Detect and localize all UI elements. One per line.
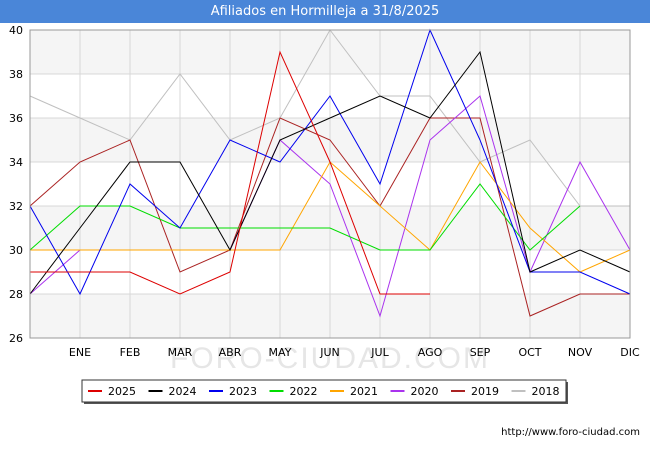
- series-lines: [29, 28, 631, 318]
- y-tick-label: 28: [9, 288, 23, 301]
- legend-label: 2018: [532, 385, 560, 398]
- x-tick-label: ABR: [219, 346, 242, 359]
- source-url: http://www.foro-ciudad.com: [501, 427, 640, 438]
- x-tick-label: JUL: [370, 346, 389, 359]
- y-tick-label: 26: [9, 332, 23, 345]
- y-tick-label: 40: [9, 24, 23, 37]
- x-tick-label: OCT: [518, 346, 541, 359]
- series-line-2024: [29, 50, 631, 295]
- y-tick-label: 32: [9, 200, 23, 213]
- legend-label: 2020: [411, 385, 439, 398]
- x-tick-label: NOV: [568, 346, 593, 359]
- y-tick-label: 30: [9, 244, 23, 257]
- legend-label: 2022: [290, 385, 318, 398]
- x-tick-label: JUN: [319, 346, 340, 359]
- axes: 26 28 30 32 34 36 38 40 ENE FEB MAR ABR MAY JUN JUL AGO…: [9, 24, 640, 359]
- legend-label: 2025: [108, 385, 136, 398]
- series-line-2019: [29, 117, 630, 317]
- series-line-2025: [30, 50, 430, 295]
- plot-border: [29, 29, 631, 339]
- legend-box: [81, 379, 567, 403]
- legend-label: 2024: [169, 385, 197, 398]
- y-tick-label: 34: [9, 156, 23, 169]
- y-tick-label: 36: [9, 112, 23, 125]
- legend: 2025 2024 2023 2022 2021 2020 2019 2018: [81, 379, 568, 404]
- x-tick-label: AGO: [418, 346, 443, 359]
- y-tick-label: 38: [9, 68, 23, 81]
- x-tick-label: SEP: [470, 346, 491, 359]
- x-tick-label: DIC: [620, 346, 640, 359]
- x-tick-label: FEB: [120, 346, 141, 359]
- legend-label: 2023: [229, 385, 257, 398]
- legend-label: 2021: [350, 385, 378, 398]
- series-line-2022: [29, 183, 581, 251]
- watermark: FORO-CIUDAD.COM: [170, 342, 490, 375]
- x-tick-label: ENE: [69, 346, 91, 359]
- chart-title: Afiliados en Hormilleja a 31/8/2025: [0, 0, 650, 23]
- x-tick-label: MAR: [168, 346, 193, 359]
- legend-label: 2019: [471, 385, 499, 398]
- x-tick-label: MAY: [269, 346, 292, 359]
